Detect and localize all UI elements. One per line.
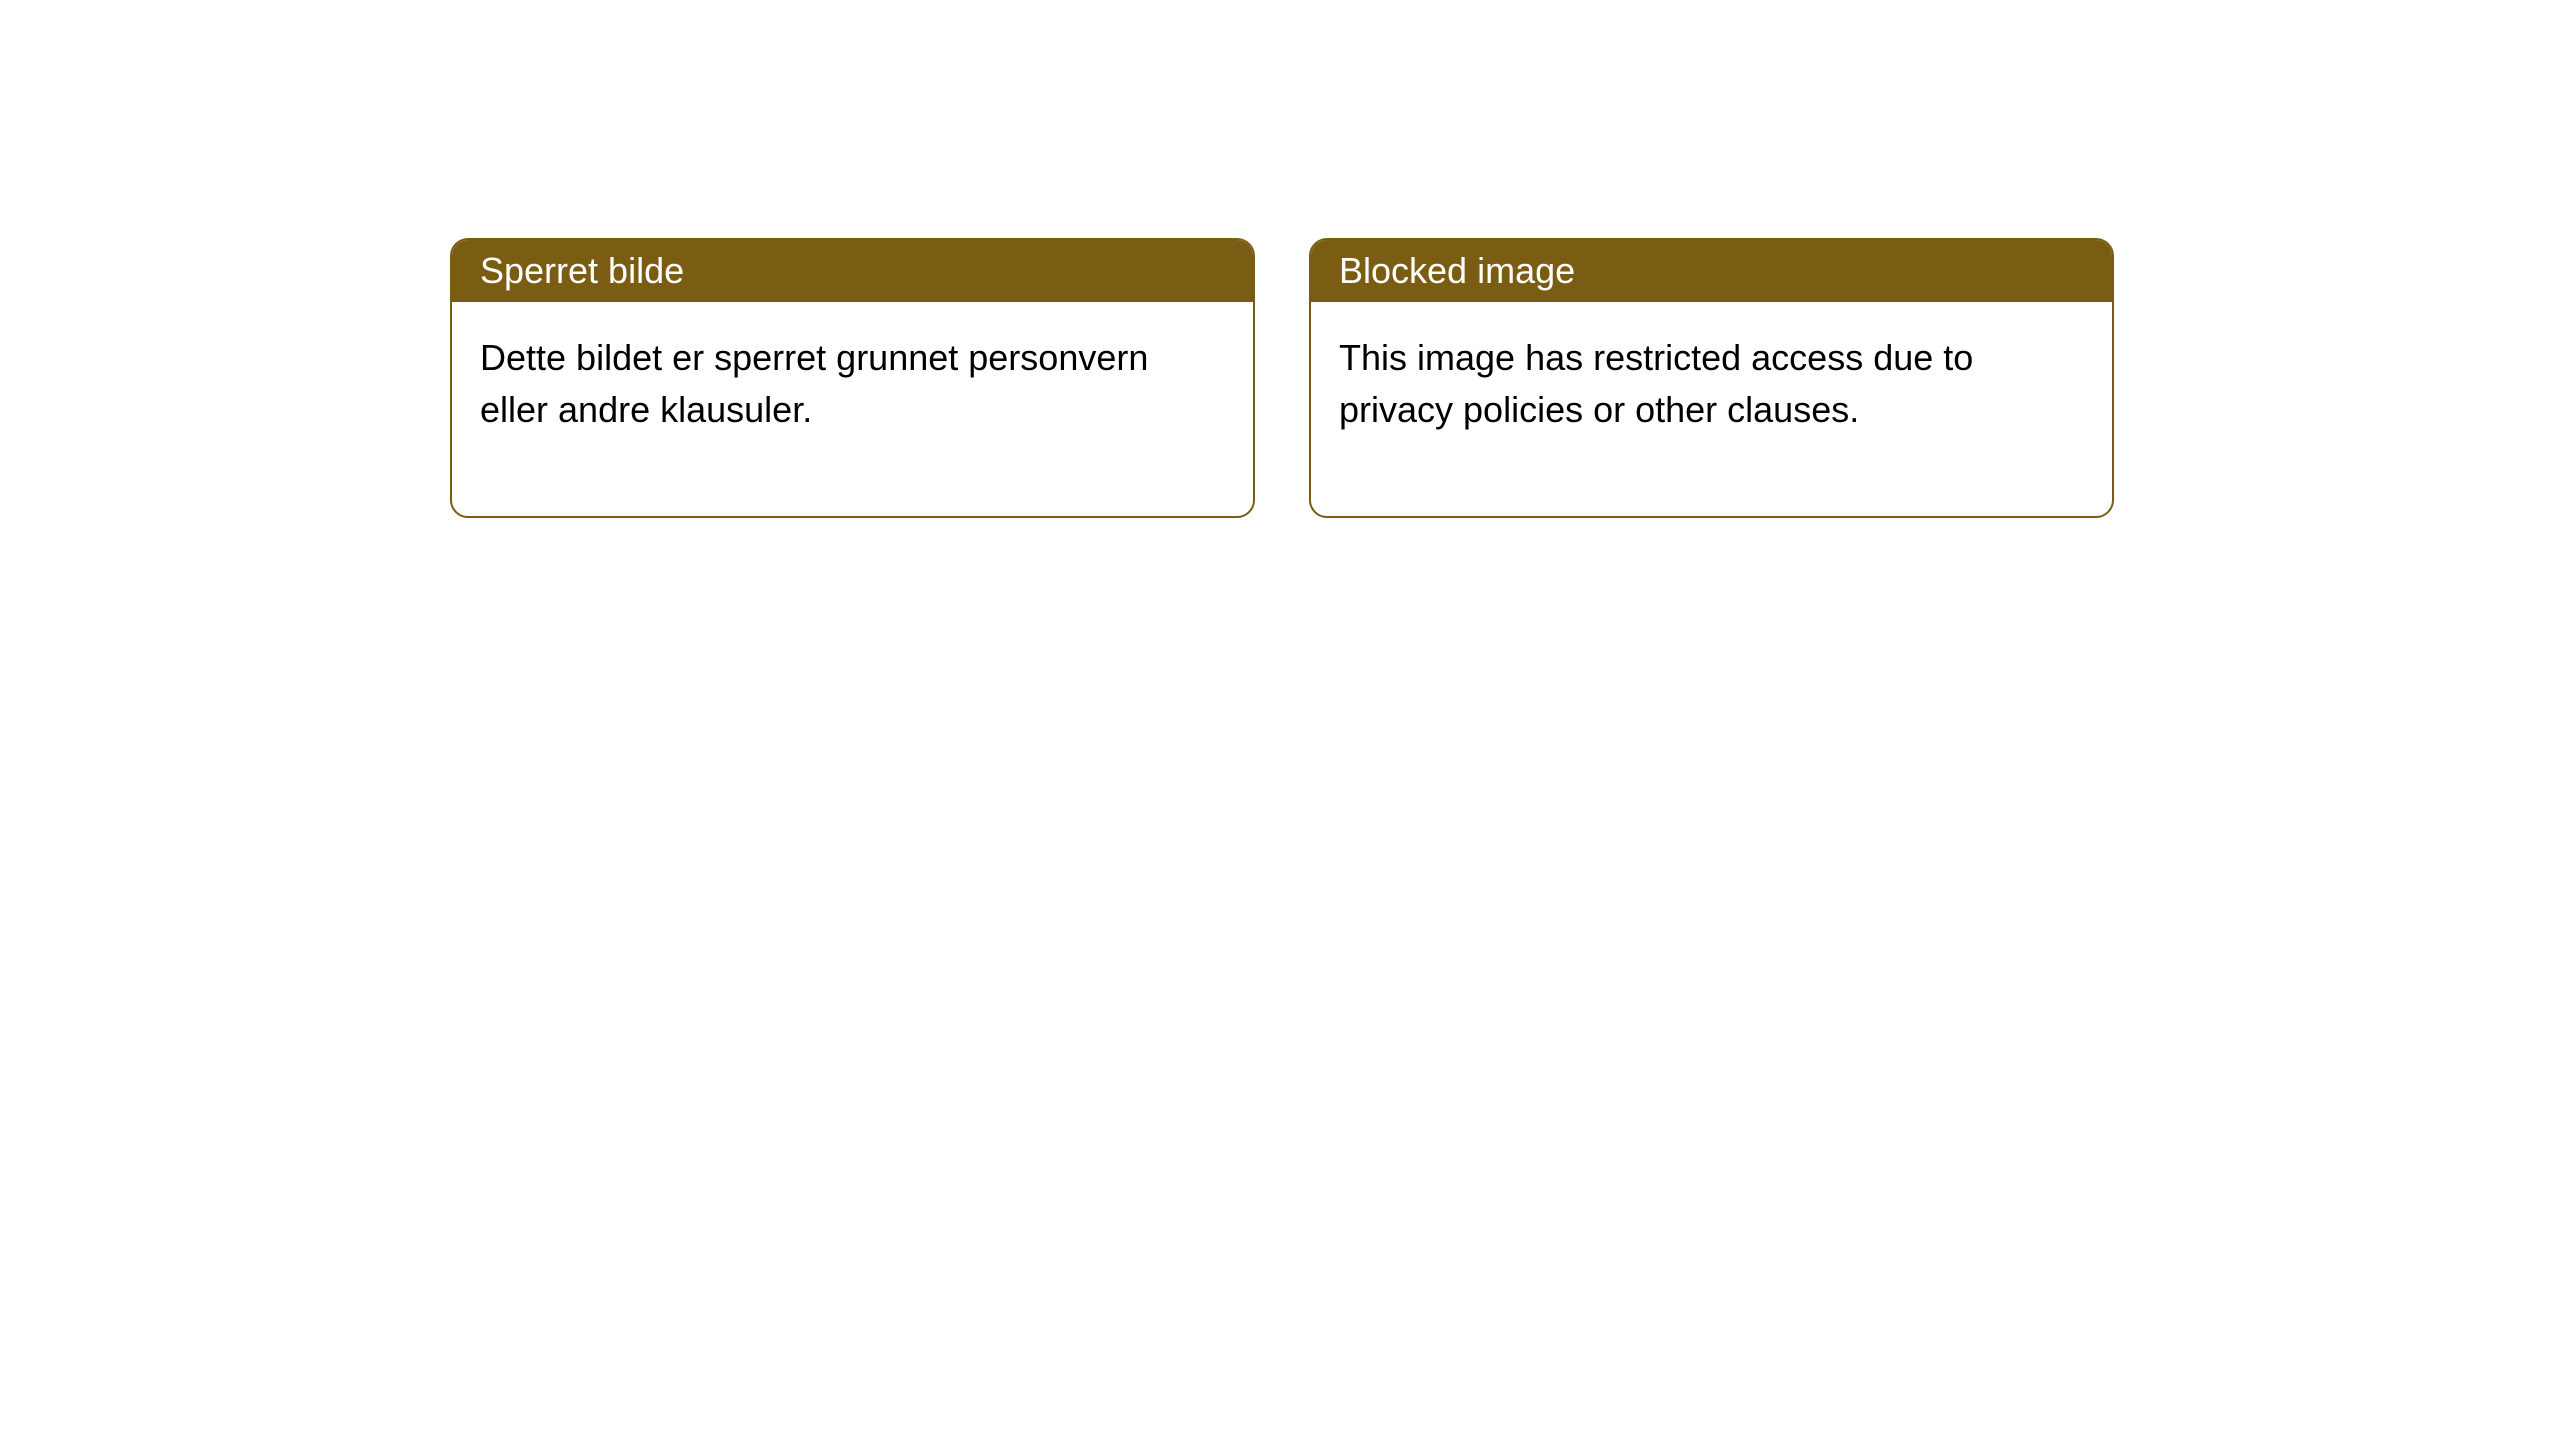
card-message: This image has restricted access due to … <box>1339 337 1973 430</box>
card-header: Sperret bilde <box>452 240 1253 302</box>
blocked-image-notice-en: Blocked image This image has restricted … <box>1309 238 2114 518</box>
card-message: Dette bildet er sperret grunnet personve… <box>480 337 1148 430</box>
card-body: Dette bildet er sperret grunnet personve… <box>452 302 1253 516</box>
blocked-image-notice-no: Sperret bilde Dette bildet er sperret gr… <box>450 238 1255 518</box>
card-body: This image has restricted access due to … <box>1311 302 2112 516</box>
card-title: Blocked image <box>1339 250 1575 291</box>
card-header: Blocked image <box>1311 240 2112 302</box>
notice-container: Sperret bilde Dette bildet er sperret gr… <box>450 238 2114 518</box>
card-title: Sperret bilde <box>480 250 684 291</box>
